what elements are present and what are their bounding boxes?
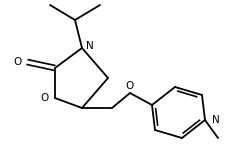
Text: O: O xyxy=(41,93,49,103)
Text: N: N xyxy=(212,115,220,125)
Text: O: O xyxy=(14,57,22,67)
Text: O: O xyxy=(126,81,134,91)
Text: N: N xyxy=(86,41,94,51)
